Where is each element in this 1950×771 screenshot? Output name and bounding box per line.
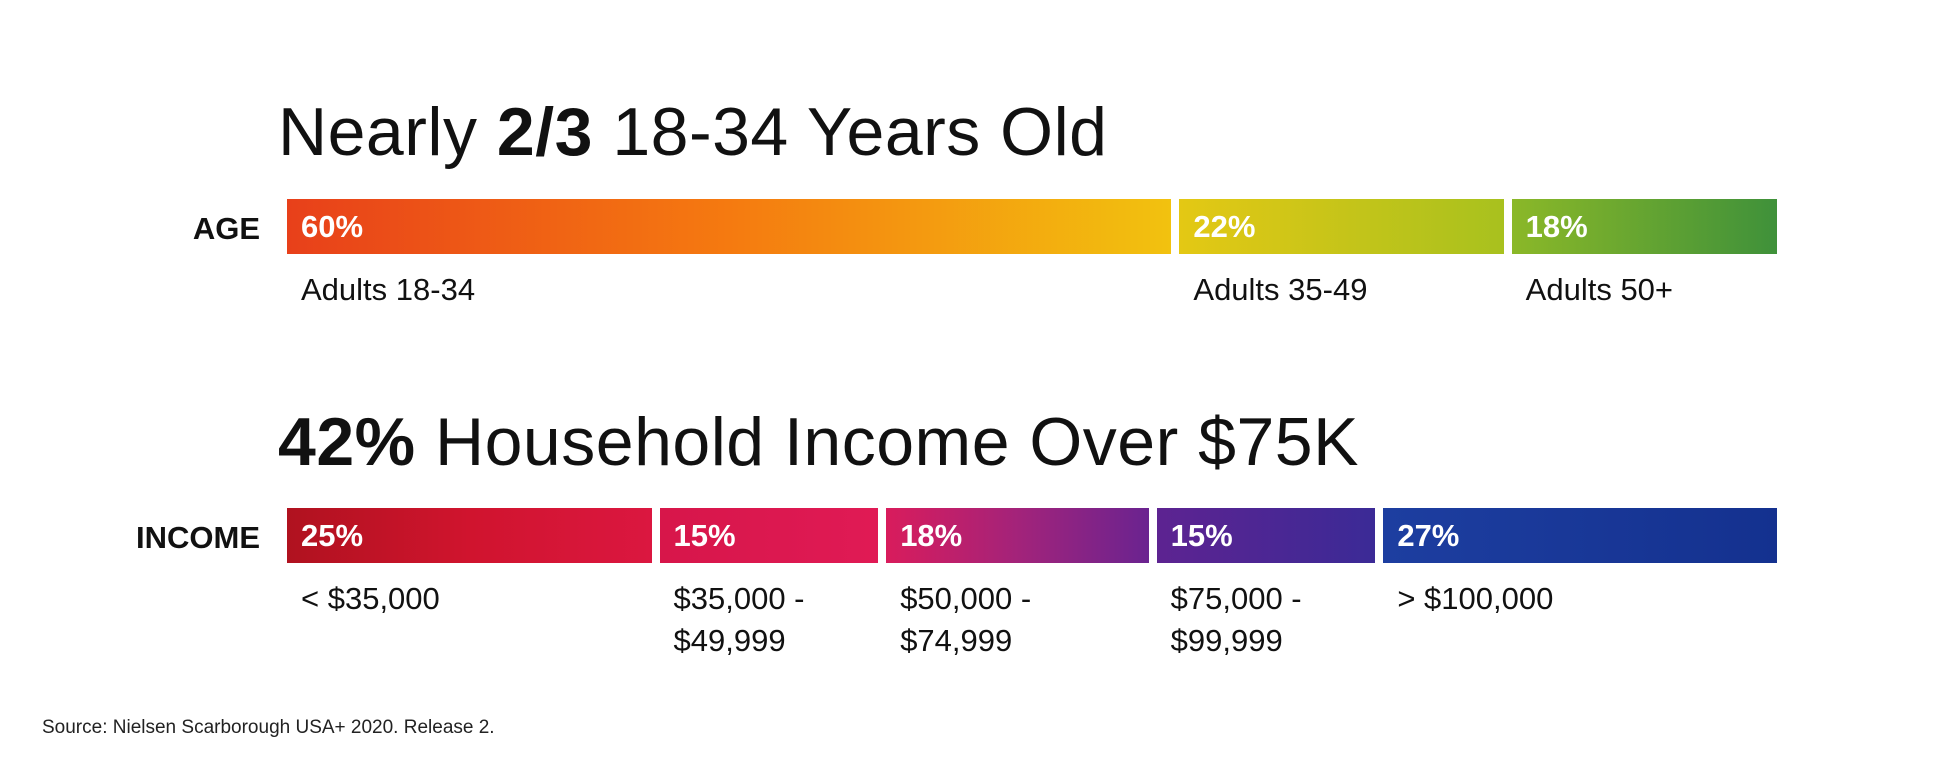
bar-value-label: 18%: [1525, 209, 1588, 244]
income-stacked-bar: 25% 15% 18% 15% 27%: [287, 508, 1777, 563]
bar-value-label: 25%: [301, 518, 364, 553]
category-label: < $35,000: [301, 581, 440, 616]
bar-segment: 22%: [1179, 199, 1504, 254]
category-label: $35,000 - $49,999: [673, 581, 805, 658]
category-label: > $100,000: [1397, 581, 1554, 616]
bar-value-label: 27%: [1397, 518, 1460, 553]
category-label: Adults 50+: [1525, 272, 1674, 307]
bar-value-label: 18%: [900, 518, 963, 553]
bar-segment: 15%: [659, 508, 879, 563]
age-title-prefix: Nearly: [278, 94, 497, 170]
bar-value-label: 22%: [1193, 209, 1256, 244]
income-chart-title: 42% Household Income Over $75K: [278, 408, 1359, 476]
category-label: Adults 35-49: [1193, 272, 1368, 307]
age-title-emphasis: 2/3: [496, 94, 593, 170]
category-label: $50,000 - $74,999: [900, 581, 1032, 658]
bar-segment: 60%: [287, 199, 1172, 254]
category-label: $75,000 - $99,999: [1170, 581, 1302, 658]
bar-segment: 18%: [1511, 199, 1777, 254]
income-row-label: INCOME: [136, 520, 260, 555]
income-title-emphasis: 42%: [278, 404, 416, 480]
bar-segment: 15%: [1156, 508, 1376, 563]
bar-segment: 25%: [287, 508, 652, 563]
bar-value-label: 15%: [1170, 518, 1233, 553]
bar-value-label: 15%: [673, 518, 736, 553]
age-chart-title: Nearly 2/3 18-34 Years Old: [278, 98, 1108, 166]
bar-value-label: 60%: [301, 209, 364, 244]
age-row-label: AGE: [192, 211, 260, 246]
income-title-suffix: Household Income Over $75K: [415, 404, 1359, 480]
age-stacked-bar: 60% 22% 18%: [287, 199, 1777, 254]
bar-segment: 27%: [1383, 508, 1777, 563]
source-note: Source: Nielsen Scarborough USA+ 2020. R…: [42, 717, 495, 738]
bar-segment: 18%: [886, 508, 1149, 563]
age-title-suffix: 18-34 Years Old: [592, 94, 1108, 170]
category-label: Adults 18-34: [301, 272, 476, 307]
